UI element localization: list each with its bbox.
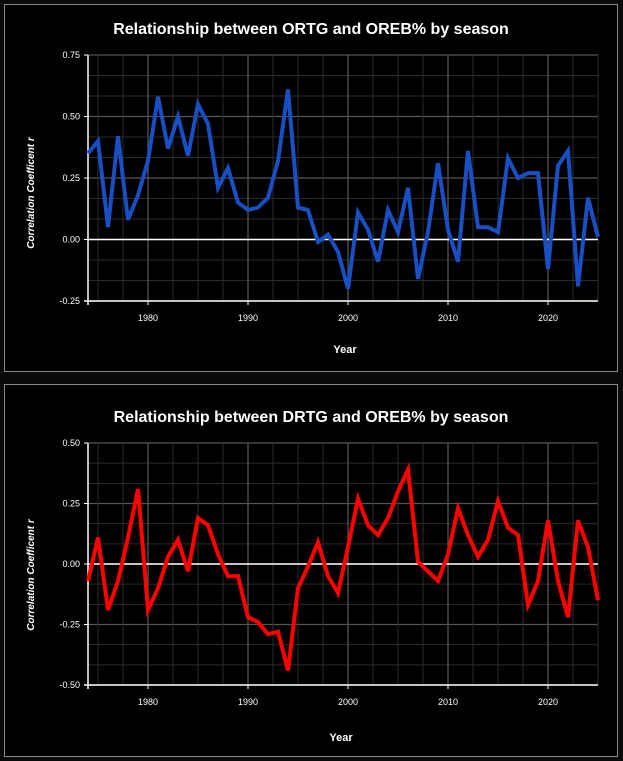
x-tick-label: 2020 xyxy=(538,697,558,707)
x-tick-label: 2020 xyxy=(538,313,558,323)
y-axis-label: Correlation Coefficent r xyxy=(26,136,37,249)
chart-panel-ortg: Relationship between ORTG and OREB% by s… xyxy=(4,4,618,372)
drtg-chart: Relationship between DRTG and OREB% by s… xyxy=(26,409,600,744)
x-tick-label: 2010 xyxy=(438,697,458,707)
y-tick-label: 0.75 xyxy=(62,50,80,60)
y-tick-label: -0.25 xyxy=(59,620,80,630)
x-tick-label: 1980 xyxy=(138,313,158,323)
series-line xyxy=(86,462,600,672)
ortg-chart: Relationship between ORTG and OREB% by s… xyxy=(26,21,600,356)
y-tick-label: 0.00 xyxy=(62,559,80,569)
y-tick-label: 0.25 xyxy=(62,499,80,509)
y-tick-label: -0.50 xyxy=(59,680,80,690)
y-tick-label: 0.25 xyxy=(62,173,80,183)
y-tick-label: 0.50 xyxy=(62,112,80,122)
x-axis-label: Year xyxy=(333,344,357,356)
x-tick-label: 1980 xyxy=(138,697,158,707)
y-tick-label: -0.25 xyxy=(59,296,80,306)
y-tick-label: 0.00 xyxy=(62,235,80,245)
series-line xyxy=(86,89,600,290)
chart-panel-drtg: Relationship between DRTG and OREB% by s… xyxy=(4,384,618,757)
x-tick-label: 1990 xyxy=(238,697,258,707)
x-axis-label: Year xyxy=(329,732,353,744)
x-tick-label: 1990 xyxy=(238,313,258,323)
y-tick-label: 0.50 xyxy=(62,438,80,448)
chart-title: Relationship between ORTG and OREB% by s… xyxy=(113,21,509,38)
chart-title: Relationship between DRTG and OREB% by s… xyxy=(114,409,509,426)
x-tick-label: 2000 xyxy=(338,313,358,323)
x-tick-label: 2000 xyxy=(338,697,358,707)
x-tick-label: 2010 xyxy=(438,313,458,323)
y-axis-label: Correlation Coefficent r xyxy=(26,518,37,631)
